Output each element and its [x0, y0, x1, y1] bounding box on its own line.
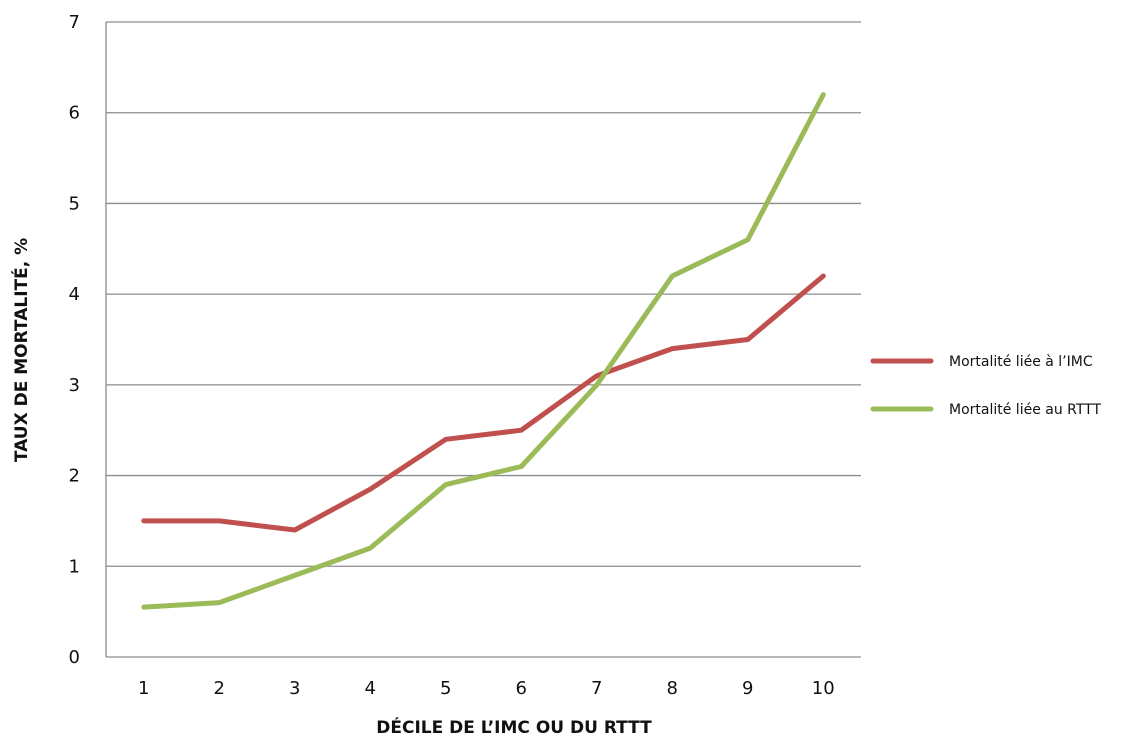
x-tick-label: 8 — [667, 678, 678, 699]
x-axis-ticks: 1 2 3 4 5 6 7 8 9 10 — [138, 678, 835, 699]
x-tick-label: 4 — [365, 678, 376, 699]
series-line-2 — [141, 92, 826, 610]
y-tick-label: 5 — [69, 193, 80, 214]
y-axis-ticks: 0 1 2 3 4 5 6 7 — [69, 12, 80, 668]
x-tick-label: 1 — [138, 678, 149, 699]
y-tick-label: 0 — [69, 647, 80, 668]
y-tick-label: 2 — [69, 466, 80, 487]
legend-label-1: Mortalité liée à l’IMC — [949, 354, 1093, 370]
y-tick-label: 1 — [69, 556, 80, 577]
legend-label-2: Mortalité liée au RTTT — [949, 402, 1101, 418]
x-tick-label: 3 — [289, 678, 300, 699]
x-axis-title: DÉCILE DE L’IMC OU DU RTTT — [376, 716, 652, 738]
y-axis-title: TAUX DE MORTALITÉ, % — [10, 238, 32, 462]
legend: Mortalité liée à l’IMC Mortalité liée au … — [870, 354, 1101, 418]
x-tick-label: 9 — [742, 678, 753, 699]
x-tick-label: 5 — [440, 678, 451, 699]
y-tick-label: 6 — [69, 103, 80, 124]
series-line-1 — [141, 273, 826, 533]
x-tick-label: 10 — [812, 678, 835, 699]
x-tick-label: 2 — [214, 678, 225, 699]
gridlines — [106, 21, 861, 567]
axes — [105, 22, 861, 658]
series-lines — [141, 92, 826, 610]
y-tick-label: 3 — [69, 375, 80, 396]
x-tick-label: 6 — [516, 678, 527, 699]
y-tick-label: 7 — [69, 12, 80, 33]
x-tick-label: 7 — [591, 678, 602, 699]
y-tick-label: 4 — [69, 284, 80, 305]
